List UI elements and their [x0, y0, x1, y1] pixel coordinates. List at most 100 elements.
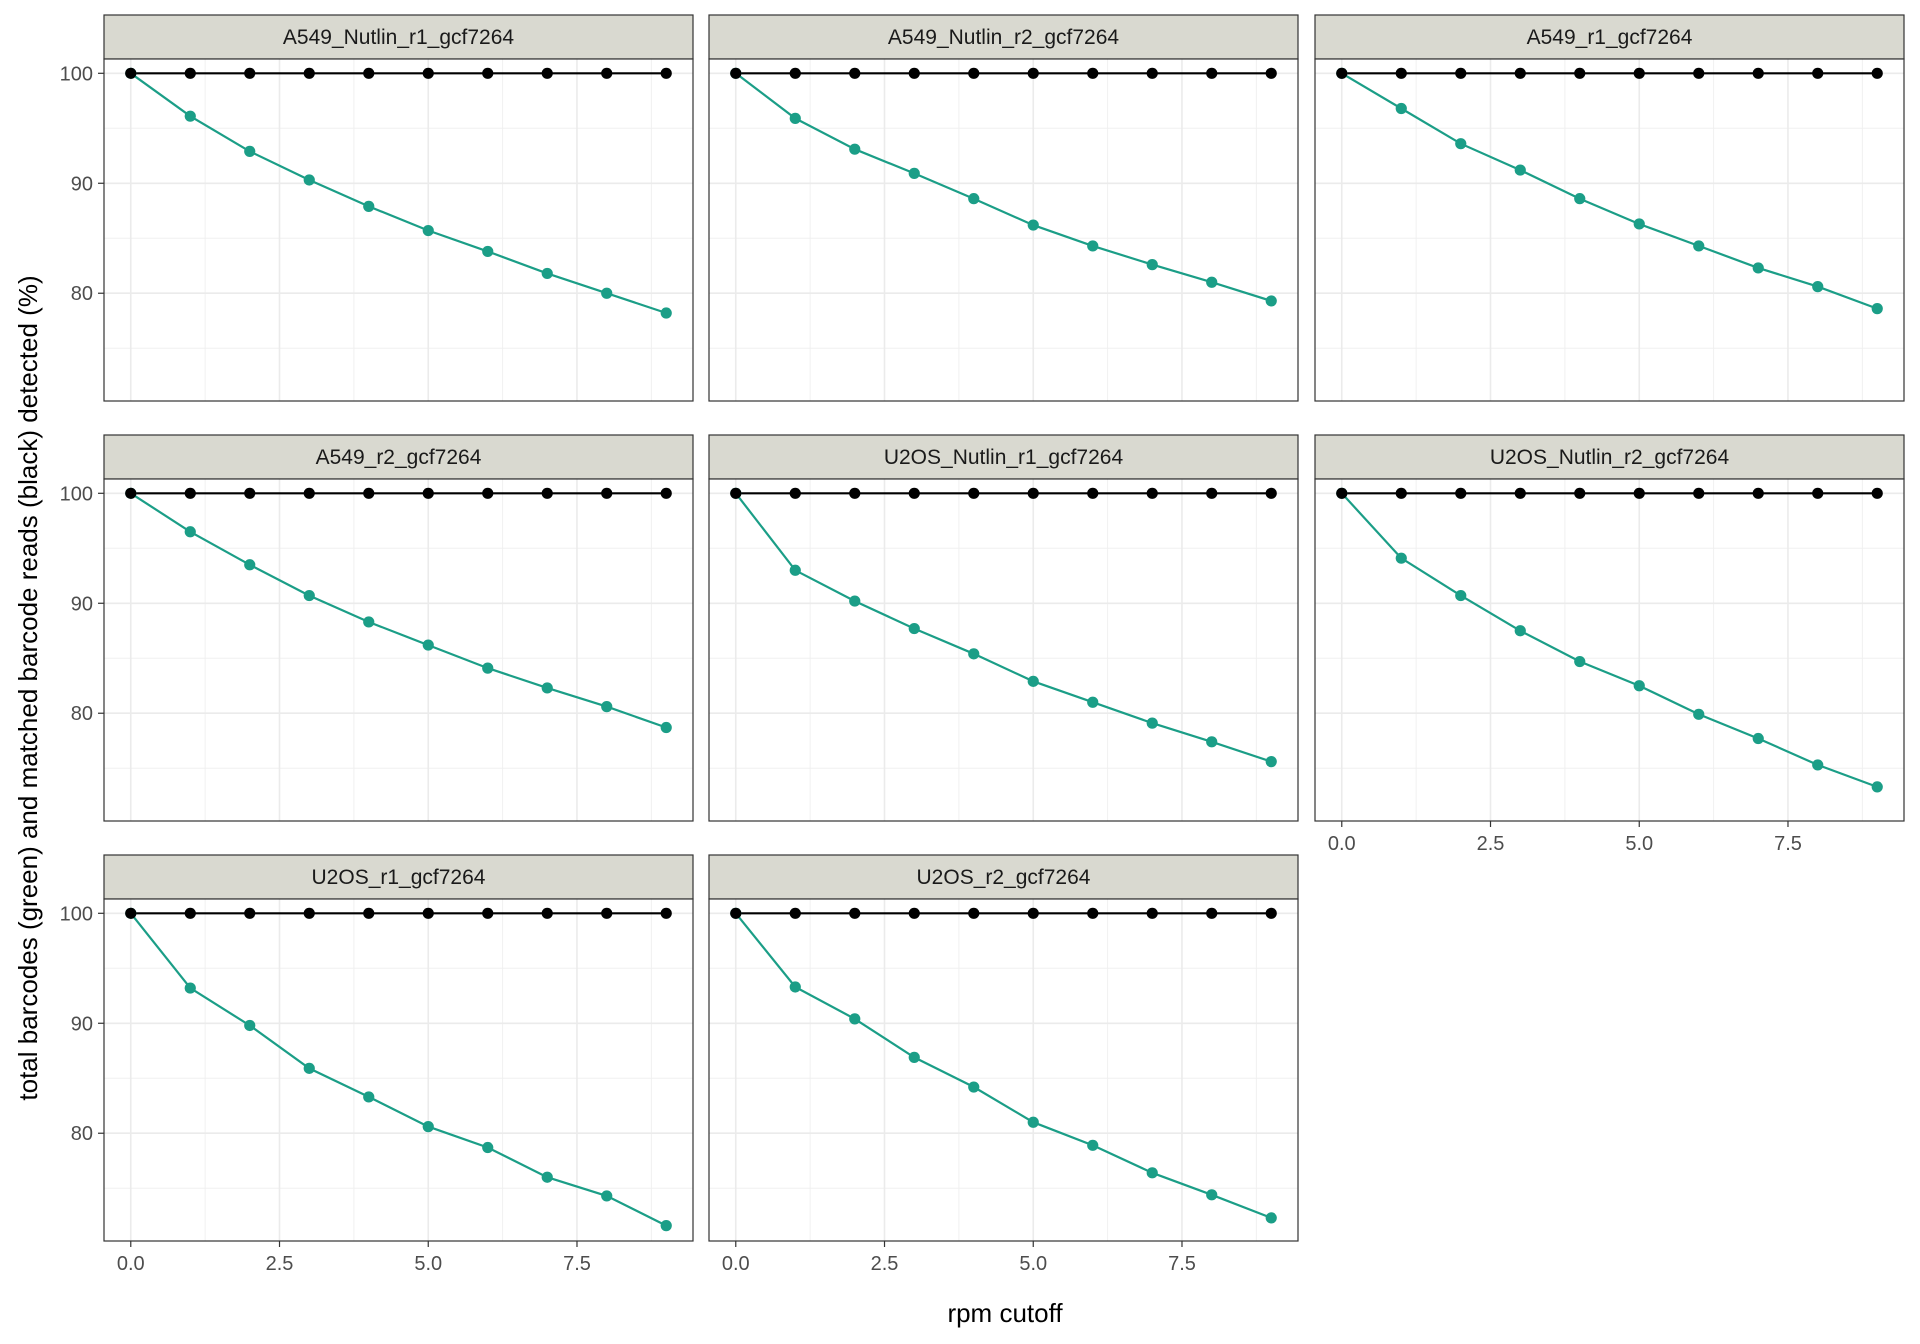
facet-strip	[1314, 434, 1905, 480]
data-point-black	[849, 907, 861, 919]
data-point-green	[1752, 262, 1764, 274]
x-tick-label: 0.0	[722, 1253, 750, 1275]
data-point-black	[789, 67, 801, 79]
data-point-green	[482, 245, 494, 258]
data-point-black	[422, 67, 434, 79]
data-point-green	[908, 167, 920, 179]
facet-strip	[103, 14, 694, 60]
data-point-black	[849, 487, 861, 499]
x-tick-label: 5.0	[414, 1253, 442, 1275]
x-tick-label: 5.0	[1019, 1253, 1047, 1275]
data-point-green	[1265, 756, 1277, 768]
series-line-green	[130, 72, 667, 315]
data-point-black	[482, 907, 494, 919]
data-point-green	[541, 267, 553, 280]
data-point-green	[1812, 281, 1824, 293]
data-point-green	[1027, 219, 1039, 231]
data-point-black	[303, 907, 315, 919]
facet-title: U2OS_Nutlin_r1_gcf7264	[884, 446, 1124, 469]
data-point-green	[541, 1171, 553, 1183]
data-point-black	[125, 67, 137, 79]
data-point-black	[730, 907, 742, 919]
data-point-black	[1265, 907, 1277, 919]
series-line-green	[130, 492, 667, 729]
data-point-green	[1395, 552, 1407, 564]
panel-border	[708, 898, 1299, 1242]
data-point-black	[1574, 67, 1586, 79]
facet-panel: U2OS_Nutlin_r1_gcf7264	[708, 434, 1299, 822]
data-point-green	[244, 1019, 256, 1032]
data-point-green	[1027, 1116, 1039, 1128]
data-point-black	[184, 67, 196, 79]
series-line-green	[734, 912, 1272, 1219]
panel-border	[1314, 478, 1905, 822]
data-point-black	[908, 487, 920, 499]
plot-area	[104, 899, 693, 1241]
data-point-black	[1087, 67, 1099, 79]
data-point-green	[422, 224, 434, 237]
data-point-green	[1146, 259, 1158, 271]
data-point-green	[1265, 295, 1277, 307]
panel-border	[103, 898, 694, 1242]
data-point-black	[244, 487, 256, 499]
data-point-black	[1027, 67, 1039, 79]
panel-border	[708, 58, 1299, 402]
facet-title: U2OS_r2_gcf7264	[917, 866, 1091, 889]
data-point-black	[1336, 67, 1348, 79]
data-point-black	[363, 487, 375, 499]
data-point-green	[968, 1081, 980, 1093]
panel-border	[1314, 58, 1905, 402]
data-point-green	[849, 143, 861, 155]
plot-area	[709, 59, 1298, 401]
data-point-black	[1206, 487, 1218, 499]
data-point-black	[422, 487, 434, 499]
data-point-black	[1265, 487, 1277, 499]
data-point-green	[1455, 138, 1467, 150]
facet-title: A549_Nutlin_r1_gcf7264	[283, 26, 514, 49]
data-point-green	[601, 701, 613, 713]
data-point-black	[968, 487, 980, 499]
data-point-black	[1514, 487, 1526, 499]
plot-area	[1315, 479, 1904, 821]
data-point-green	[789, 112, 801, 124]
facet-panel: U2OS_r2_gcf7264 0.0 2.5 5.0 7.5	[708, 854, 1299, 1275]
panel-border	[708, 478, 1299, 822]
data-point-green	[660, 1220, 672, 1232]
data-point-green	[1206, 1189, 1218, 1201]
data-point-black	[968, 67, 980, 79]
x-axis-title: rpm cutoff	[947, 1298, 1063, 1328]
facet-panel: A549_r2_gcf7264 80 90 100	[60, 434, 694, 822]
data-point-green	[184, 982, 196, 994]
data-point-black	[184, 907, 196, 919]
data-point-black	[660, 907, 672, 919]
facet-strip	[708, 854, 1299, 900]
data-point-green	[363, 200, 375, 212]
data-point-green	[244, 145, 256, 157]
data-point-green	[1146, 1167, 1158, 1179]
y-tick-label: 100	[60, 903, 93, 925]
data-point-green	[660, 721, 672, 734]
data-point-black	[541, 487, 553, 499]
data-point-black	[363, 67, 375, 79]
data-point-black	[125, 487, 137, 499]
facet-panel: A549_r1_gcf7264	[1314, 14, 1905, 402]
data-point-green	[1027, 675, 1039, 687]
facet-strip	[103, 434, 694, 480]
data-point-black	[968, 907, 980, 919]
data-point-black	[660, 67, 672, 79]
data-point-black	[1027, 487, 1039, 499]
data-point-green	[908, 1051, 920, 1063]
data-point-black	[1206, 907, 1218, 919]
data-point-green	[1633, 218, 1645, 230]
series-line-green	[129, 912, 667, 1227]
data-point-green	[1087, 240, 1099, 252]
data-point-black	[1812, 67, 1824, 79]
data-point-black	[1633, 487, 1645, 499]
data-point-black	[1693, 67, 1705, 79]
y-tick-label: 100	[60, 483, 93, 505]
series-line-green	[734, 492, 1272, 763]
series-line-green	[1341, 72, 1878, 310]
data-point-black	[1395, 67, 1407, 79]
x-tick-label: 2.5	[1477, 833, 1505, 855]
